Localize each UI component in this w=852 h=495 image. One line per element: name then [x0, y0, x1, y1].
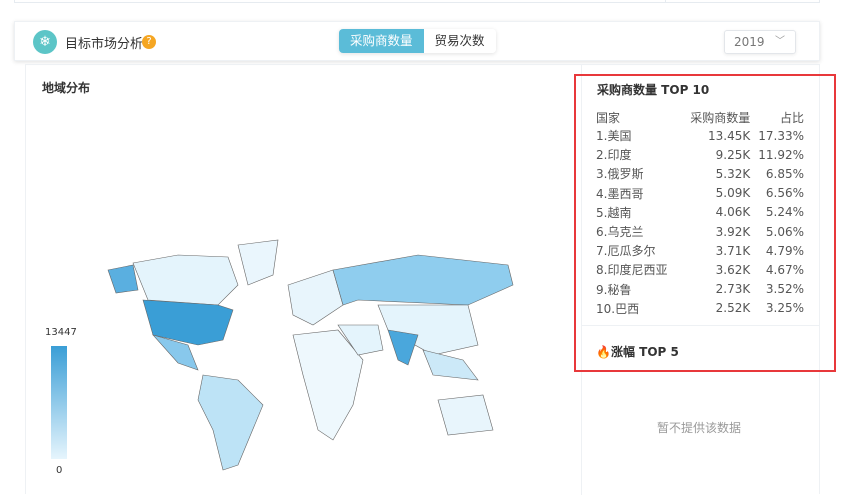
top10-title: 采购商数量 TOP 10 — [597, 83, 710, 97]
table-header: 国家 采购商数量 占比 — [596, 108, 804, 126]
table-row: 9.秘鲁 2.73K 3.52% — [596, 280, 804, 299]
empty-message: 暂不提供该数据 — [657, 421, 742, 435]
map-australia — [437, 394, 494, 436]
buyers-cell: 3.71K — [715, 243, 751, 258]
tab-trade-count[interactable]: 贸易次数 — [423, 29, 496, 53]
table-row: 6.乌克兰 3.92K 5.06% — [596, 222, 804, 241]
table-row: 10.巴西 2.52K 3.25% — [596, 299, 804, 318]
year-select[interactable]: 2019 ﹀ — [724, 30, 796, 54]
buyers-cell: 3.62K — [715, 262, 751, 277]
tab-buyer-count[interactable]: 采购商数量 — [339, 29, 424, 53]
growth-title: 🔥涨幅 TOP 5 — [596, 343, 679, 360]
map-europe — [287, 269, 344, 326]
top10-table: 国家 采购商数量 占比 1.美国 13.45K 17.33% 2.印度 9.25K 11.… — [596, 108, 804, 318]
table-row: 3.俄罗斯 5.32K 6.85% — [596, 164, 804, 183]
metric-tabs: 采购商数量 贸易次数 — [339, 29, 496, 53]
share-cell: 5.06% — [765, 224, 804, 239]
section-header: ❄ 目标市场分析 ? 采购商数量 贸易次数 2019 ﹀ — [14, 21, 820, 61]
share-cell: 4.79% — [765, 243, 804, 258]
country-cell: 7.厄瓜多尔 — [596, 244, 656, 259]
share-cell: 6.56% — [765, 186, 804, 201]
growth-title-text: 涨幅 TOP 5 — [610, 345, 679, 359]
world-map[interactable] — [88, 175, 518, 475]
map-south-america — [197, 374, 264, 471]
map-africa — [292, 329, 364, 441]
section-title: 目标市场分析 — [65, 37, 144, 52]
buyers-cell: 13.45K — [708, 128, 751, 143]
country-cell: 2.印度 — [596, 148, 632, 163]
map-asia — [377, 304, 479, 356]
buyers-cell: 4.06K — [715, 205, 751, 220]
col-country: 国家 — [596, 110, 621, 125]
map-middle-east — [337, 324, 384, 356]
table-row: 4.墨西哥 5.09K 6.56% — [596, 184, 804, 203]
legend-min-label: 0 — [56, 465, 63, 476]
share-cell: 3.52% — [765, 282, 804, 297]
table-row: 8.印度尼西亚 3.62K 4.67% — [596, 260, 804, 279]
map-russia — [332, 254, 514, 306]
table-row: 1.美国 13.45K 17.33% — [596, 126, 804, 145]
share-cell: 5.24% — [765, 205, 804, 220]
country-cell: 1.美国 — [596, 129, 632, 144]
map-alaska — [107, 264, 139, 294]
fire-icon: 🔥 — [596, 345, 611, 359]
divider — [581, 65, 582, 495]
country-cell: 5.越南 — [596, 205, 632, 220]
country-cell: 8.印度尼西亚 — [596, 263, 668, 278]
year-value: 2019 — [734, 35, 765, 49]
table-row: 7.厄瓜多尔 3.71K 4.79% — [596, 241, 804, 260]
divider — [581, 325, 819, 326]
col-buyers: 采购商数量 — [690, 110, 751, 125]
snowflake-logo-icon: ❄ — [33, 30, 57, 54]
buyers-cell: 5.32K — [715, 166, 751, 181]
country-cell: 9.秘鲁 — [596, 282, 632, 297]
country-cell: 6.乌克兰 — [596, 225, 644, 240]
question-icon[interactable]: ? — [142, 35, 156, 49]
legend-color-scale[interactable] — [51, 346, 67, 459]
share-cell: 3.25% — [765, 301, 804, 316]
col-share: 占比 — [779, 110, 804, 125]
chevron-down-icon: ﹀ — [775, 36, 785, 47]
share-cell: 11.92% — [758, 147, 804, 162]
previous-card — [14, 0, 820, 3]
map-mexico — [152, 334, 199, 371]
country-cell: 10.巴西 — [596, 301, 640, 316]
share-cell: 4.67% — [765, 262, 804, 277]
share-cell: 17.33% — [758, 128, 804, 143]
buyers-cell: 3.92K — [715, 224, 751, 239]
map-canada — [132, 254, 239, 306]
legend-max-label: 13447 — [45, 327, 77, 338]
country-cell: 4.墨西哥 — [596, 186, 644, 201]
highlight-box — [574, 74, 836, 372]
map-title: 地域分布 — [42, 81, 91, 95]
buyers-cell: 2.73K — [715, 282, 751, 297]
table-row: 2.印度 9.25K 11.92% — [596, 145, 804, 164]
content-panel: 地域分布 13447 0 — [25, 64, 820, 495]
map-india — [387, 329, 419, 366]
map-greenland — [237, 239, 279, 286]
buyers-cell: 5.09K — [715, 186, 751, 201]
map-sea — [422, 349, 479, 381]
share-cell: 6.85% — [765, 166, 804, 181]
buyers-cell: 9.25K — [715, 147, 751, 162]
country-cell: 3.俄罗斯 — [596, 167, 644, 182]
buyers-cell: 2.52K — [715, 301, 751, 316]
table-row: 5.越南 4.06K 5.24% — [596, 203, 804, 222]
